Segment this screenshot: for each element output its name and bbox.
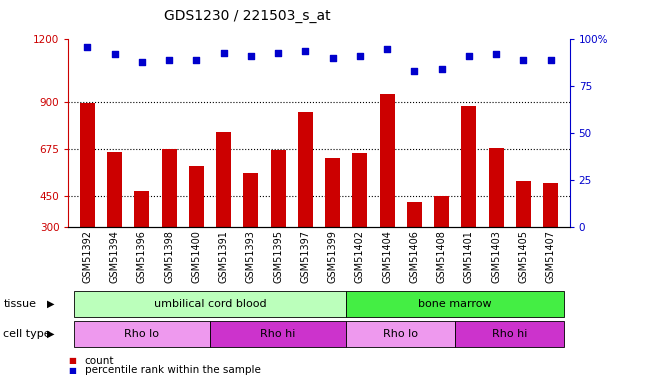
Point bbox=[464, 53, 474, 59]
Bar bbox=[161, 149, 176, 227]
Text: percentile rank within the sample: percentile rank within the sample bbox=[85, 365, 260, 375]
Bar bbox=[325, 158, 340, 227]
Bar bbox=[298, 112, 313, 227]
Point bbox=[82, 44, 92, 50]
Bar bbox=[516, 181, 531, 227]
Bar bbox=[107, 152, 122, 227]
Text: umbilical cord blood: umbilical cord blood bbox=[154, 299, 266, 309]
Bar bbox=[352, 153, 367, 227]
Point bbox=[273, 50, 283, 55]
Point bbox=[491, 51, 501, 57]
Bar bbox=[80, 103, 95, 227]
Text: Rho hi: Rho hi bbox=[492, 329, 527, 339]
Point bbox=[382, 46, 393, 52]
Point bbox=[518, 57, 529, 63]
Bar bbox=[134, 192, 149, 227]
Bar bbox=[489, 148, 504, 227]
Bar bbox=[243, 173, 258, 227]
Text: ■: ■ bbox=[68, 356, 76, 365]
Point bbox=[137, 59, 147, 65]
Text: ▶: ▶ bbox=[47, 329, 55, 339]
Point bbox=[327, 55, 338, 61]
Point bbox=[436, 66, 447, 72]
Text: count: count bbox=[85, 356, 114, 366]
Point bbox=[164, 57, 174, 63]
Text: ▶: ▶ bbox=[47, 299, 55, 309]
Text: cell type: cell type bbox=[3, 329, 51, 339]
Point bbox=[409, 68, 419, 74]
Bar bbox=[407, 202, 422, 227]
Bar bbox=[434, 196, 449, 227]
Point bbox=[245, 53, 256, 59]
Point bbox=[300, 48, 311, 54]
Text: Rho lo: Rho lo bbox=[124, 329, 159, 339]
Point bbox=[546, 57, 556, 63]
Point bbox=[355, 53, 365, 59]
Point bbox=[219, 50, 229, 55]
Text: Rho hi: Rho hi bbox=[260, 329, 296, 339]
Text: ■: ■ bbox=[68, 366, 76, 375]
Text: GDS1230 / 221503_s_at: GDS1230 / 221503_s_at bbox=[164, 9, 331, 23]
Bar bbox=[543, 183, 558, 227]
Text: tissue: tissue bbox=[3, 299, 36, 309]
Text: bone marrow: bone marrow bbox=[419, 299, 492, 309]
Bar bbox=[216, 132, 231, 227]
Bar bbox=[462, 106, 477, 227]
Bar bbox=[271, 150, 286, 227]
Bar bbox=[380, 93, 395, 227]
Point bbox=[109, 51, 120, 57]
Point bbox=[191, 57, 202, 63]
Bar bbox=[189, 166, 204, 227]
Text: Rho lo: Rho lo bbox=[383, 329, 418, 339]
